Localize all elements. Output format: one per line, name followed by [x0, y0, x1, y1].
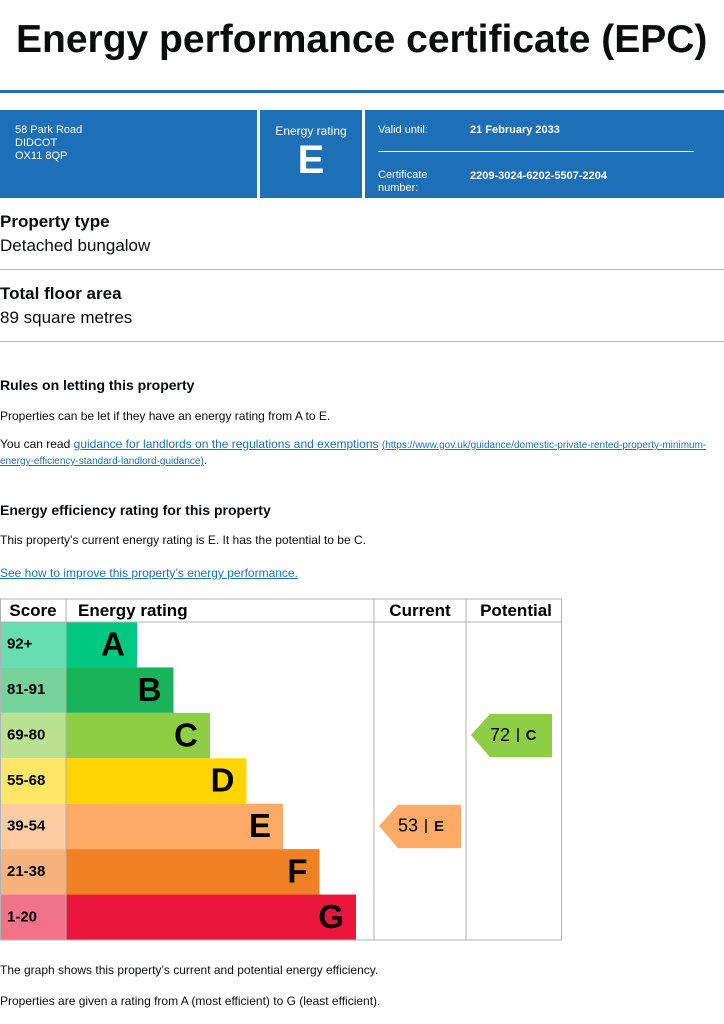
floor-area-heading: Total floor area — [0, 284, 122, 303]
current-value: 53 — [398, 816, 418, 836]
rating-letter: D — [211, 762, 235, 799]
rule — [0, 269, 724, 270]
rating-bar — [66, 849, 320, 895]
current-arrow — [379, 804, 461, 849]
address-line: OX11 8QP — [15, 150, 68, 162]
rating-letter: E — [249, 807, 271, 844]
valid-label: Valid until: — [378, 124, 428, 136]
rating-letter: E — [297, 138, 325, 182]
certificate-box: Valid until: 21 February 2033 Certificat… — [365, 110, 724, 198]
current-letter: E — [434, 818, 444, 835]
column-header: Current — [389, 601, 451, 620]
potential-arrow — [471, 713, 552, 758]
score-cell — [0, 803, 66, 850]
rating-box: Energy rating E — [260, 110, 362, 198]
rating-bar — [66, 622, 137, 668]
rating-bar — [66, 758, 247, 804]
score-cell — [0, 712, 66, 759]
rating-letter: B — [138, 671, 162, 708]
score-cell — [0, 622, 66, 668]
efficiency-heading: Energy efficiency rating for this proper… — [0, 502, 271, 518]
rating-bar — [66, 894, 356, 940]
guidance-link[interactable]: guidance for landlords on the regulation… — [73, 437, 379, 451]
potential-letter: C — [526, 727, 537, 744]
rating-letter: C — [174, 716, 198, 753]
property-type-value: Detached bungalow — [0, 236, 151, 255]
cert-number: 2209-3024-6202-5507-2204 — [470, 170, 608, 182]
efficiency-text: This property’s current energy rating is… — [0, 533, 366, 547]
divider — [378, 151, 694, 152]
score-label: 69-80 — [7, 727, 45, 744]
rating-bar — [66, 667, 174, 713]
score-label: 92+ — [7, 636, 33, 653]
letting-heading: Rules on letting this property — [0, 377, 195, 393]
score-label: 81-91 — [7, 681, 45, 698]
address-box: 58 Park Road DIDCOT OX11 8QP — [0, 110, 257, 198]
rule — [0, 341, 724, 342]
column-header: Score — [9, 601, 56, 620]
footer-text: Properties are given a rating from A (mo… — [0, 994, 381, 1008]
improve-link[interactable]: See how to improve this property’s energ… — [0, 566, 298, 580]
score-cell — [0, 758, 66, 804]
column-header: Potential — [480, 601, 552, 620]
score-cell — [0, 849, 66, 895]
potential-value: 72 — [490, 725, 510, 745]
letting-text: Properties can be let if they have an en… — [0, 409, 331, 423]
rating-label: Energy rating — [275, 124, 347, 138]
address-line: 58 Park Road — [15, 124, 83, 136]
floor-area-value: 89 square metres — [0, 308, 133, 327]
address-line: DIDCOT — [15, 137, 58, 149]
score-label: 21-38 — [7, 863, 45, 880]
score-label: 55-68 — [7, 772, 45, 789]
text: . — [203, 453, 208, 467]
score-cell — [0, 894, 66, 940]
rating-letter: A — [101, 625, 125, 662]
rating-letter: G — [318, 898, 344, 935]
text: You can read — [0, 437, 71, 451]
score-cell — [0, 667, 66, 713]
title-rule — [0, 90, 724, 93]
property-type-heading: Property type — [0, 212, 110, 231]
rating-bar — [66, 803, 283, 850]
score-label: 39-54 — [7, 817, 46, 834]
page-title: Energy performance certificate (EPC) — [16, 18, 708, 61]
table-border — [0, 598, 562, 941]
footer-text: The graph shows this property’s current … — [0, 963, 379, 977]
rating-table: Score Energy rating Current Potential 92+ A 81… — [0, 598, 562, 941]
rating-bar — [66, 712, 210, 759]
guidance-url[interactable]: (https://www.gov.uk/guidance/domestic-pr… — [0, 440, 707, 467]
letting-guidance: You can read guidance for landlords on t… — [0, 437, 724, 469]
score-label: 1-20 — [7, 908, 37, 925]
rating-letter: F — [287, 853, 307, 890]
cert-label: Certificate number: — [378, 169, 428, 194]
valid-date: 21 February 2033 — [470, 124, 560, 136]
column-header: Energy rating — [78, 601, 188, 620]
